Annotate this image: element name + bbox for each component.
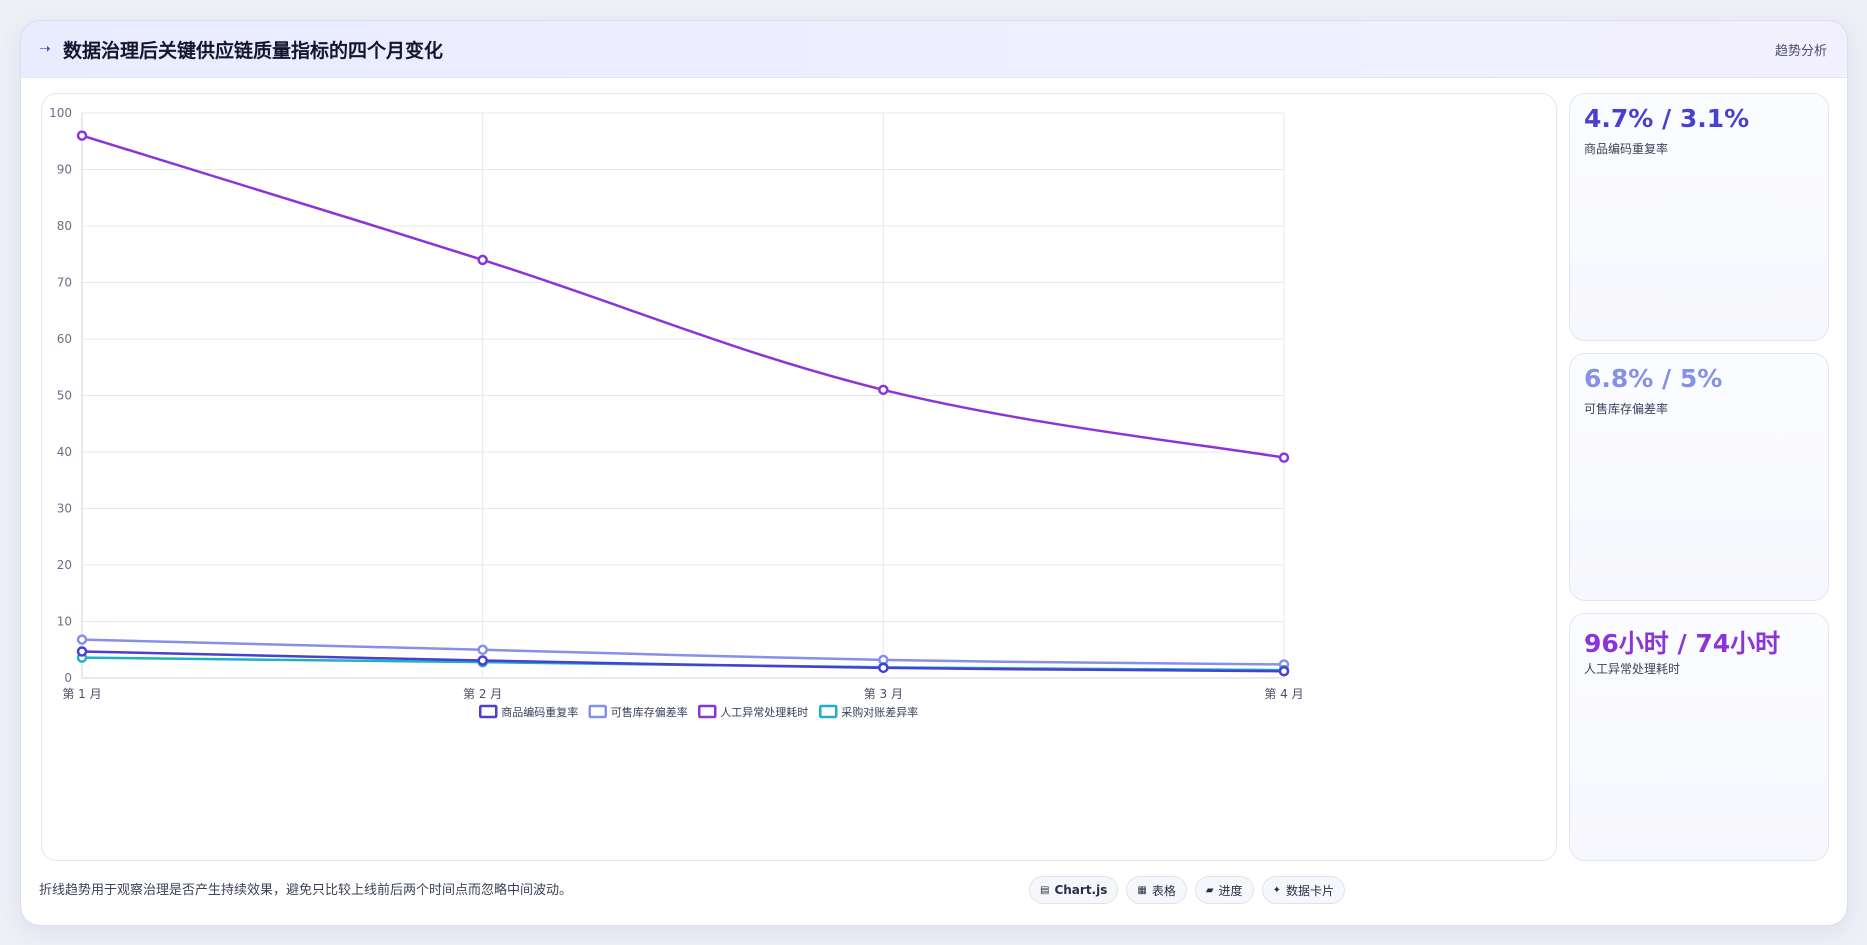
metric-label: 人工异常处理耗时 bbox=[1584, 662, 1681, 676]
series-line bbox=[81, 134, 1285, 459]
legend-swatch bbox=[819, 704, 838, 719]
y-tick-label: 10 bbox=[57, 615, 72, 629]
legend-swatch bbox=[698, 704, 717, 719]
sparkle-icon: ✦ bbox=[1272, 884, 1281, 896]
y-tick-label: 100 bbox=[49, 106, 72, 120]
legend-label: 人工异常处理耗时 bbox=[720, 706, 808, 719]
x-tick-label: 第 2 月 bbox=[463, 687, 502, 701]
data-point bbox=[477, 644, 488, 655]
data-point bbox=[76, 130, 88, 141]
data-point bbox=[477, 254, 488, 266]
y-tick-label: 40 bbox=[57, 445, 72, 459]
chart-icon: ▤ bbox=[1040, 884, 1050, 896]
data-point bbox=[878, 384, 889, 396]
chip-label: Chart.js bbox=[1054, 883, 1108, 897]
metric-value: 6.8% / 5% bbox=[1584, 364, 1723, 393]
x-tick-label: 第 1 月 bbox=[62, 687, 101, 701]
y-tick-label: 0 bbox=[64, 671, 72, 685]
dashboard-card: ➝ 数据治理后关键供应链质量指标的四个月变化 趋势分析 0 10 20 30 40 50 6… bbox=[20, 20, 1848, 926]
page-title: 数据治理后关键供应链质量指标的四个月变化 bbox=[63, 40, 444, 62]
tech-chips: ▤ Chart.js ▦ 表格 ▰ 进度 ✦ 数据卡片 bbox=[1029, 876, 1345, 904]
chip-label: 数据卡片 bbox=[1285, 883, 1334, 898]
y-tick-label: 20 bbox=[57, 558, 72, 572]
data-point bbox=[76, 646, 88, 657]
legend-label: 采购对账差异率 bbox=[841, 705, 918, 719]
y-tick-label: 50 bbox=[57, 389, 72, 403]
footer-note: 折线趋势用于观察治理是否产生持续效果，避免只比较上线前后两个时间点而忽略中间波动… bbox=[39, 883, 573, 898]
metric-card-sku-duplicate: 4.7% / 3.1% 商品编码重复率 bbox=[1569, 93, 1829, 341]
data-point bbox=[878, 662, 889, 674]
data-point bbox=[76, 634, 88, 645]
y-tick-label: 60 bbox=[57, 332, 72, 346]
metric-card-manual-handling: 96小时 / 74小时 人工异常处理耗时 bbox=[1569, 613, 1829, 861]
series-line bbox=[81, 650, 1285, 673]
metric-value: 96小时 / 74小时 bbox=[1584, 629, 1781, 658]
y-tick-label: 30 bbox=[57, 502, 72, 516]
table-icon: ▦ bbox=[1137, 884, 1147, 896]
sparkle-icon: ➝ bbox=[39, 41, 51, 57]
legend-label: 可售库存偏差率 bbox=[611, 705, 688, 719]
card-header: ➝ 数据治理后关键供应链质量指标的四个月变化 趋势分析 bbox=[21, 21, 1847, 78]
legend-swatch bbox=[588, 704, 607, 719]
chip-progress[interactable]: ▰ 进度 bbox=[1194, 876, 1254, 904]
data-point bbox=[477, 655, 488, 666]
series-line bbox=[81, 638, 1285, 666]
data-point bbox=[1278, 452, 1290, 463]
x-tick-label: 第 3 月 bbox=[864, 687, 903, 701]
chip-label: 进度 bbox=[1218, 883, 1243, 898]
progress-icon: ▰ bbox=[1205, 884, 1214, 896]
legend-label: 商品编码重复率 bbox=[501, 705, 578, 719]
chip-label: 表格 bbox=[1151, 883, 1176, 898]
y-tick-label: 90 bbox=[57, 163, 72, 177]
metric-card-inventory-deviation: 6.8% / 5% 可售库存偏差率 bbox=[1569, 353, 1829, 601]
chip-chartjs[interactable]: ▤ Chart.js bbox=[1029, 876, 1119, 904]
trend-analysis-tag[interactable]: 趋势分析 bbox=[1774, 44, 1827, 59]
line-chart: 0 10 20 30 40 50 60 70 80 90 100 第 1 月 第 2 月 第 3 月 第 4… bbox=[49, 106, 1304, 719]
x-tick-label: 第 4 月 bbox=[1264, 687, 1303, 701]
chart-panel: 0 10 20 30 40 50 60 70 80 90 100 第 1 月 第 2 月 第 3 月 第 4… bbox=[41, 93, 1557, 861]
metric-value: 4.7% / 3.1% bbox=[1584, 104, 1750, 133]
metric-label: 商品编码重复率 bbox=[1584, 142, 1669, 156]
legend-swatch bbox=[479, 704, 498, 719]
y-tick-label: 70 bbox=[57, 276, 72, 290]
chip-table[interactable]: ▦ 表格 bbox=[1126, 876, 1187, 904]
y-tick-label: 80 bbox=[57, 219, 72, 233]
metric-label: 可售库存偏差率 bbox=[1584, 402, 1669, 416]
chip-data-card[interactable]: ✦ 数据卡片 bbox=[1261, 876, 1345, 904]
data-point bbox=[1278, 665, 1290, 677]
